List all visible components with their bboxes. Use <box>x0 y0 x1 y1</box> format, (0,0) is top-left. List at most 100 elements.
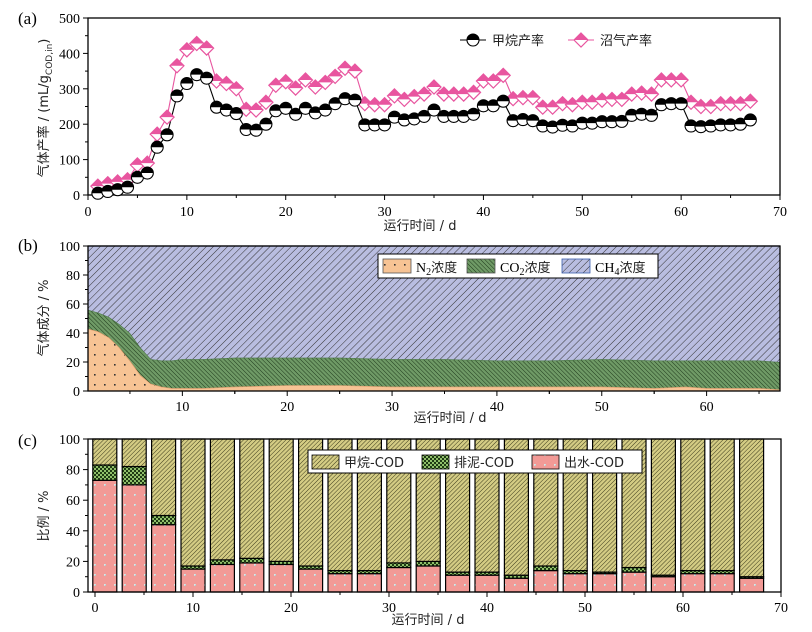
stacked-bar <box>738 438 765 593</box>
methane-marker-fill <box>309 106 322 113</box>
y-tick-label: 20 <box>66 356 80 371</box>
stacked-bar <box>209 438 235 593</box>
methane-marker-fill <box>368 118 381 125</box>
biogas-point <box>534 99 551 116</box>
methane-point <box>120 180 135 194</box>
panel-b-y-axis-title: 气体成分 / % <box>36 280 52 357</box>
legend-swatch-area-ch4 <box>561 258 591 274</box>
biogas-marker-fill <box>140 156 155 164</box>
legend-label: 沼气产率 <box>600 33 652 49</box>
methane-marker-fill <box>536 119 549 126</box>
panel-a-y-ticks: 0 100 200 300 400 500 <box>59 12 88 204</box>
methane-point <box>101 184 115 199</box>
methane-point <box>724 118 738 132</box>
methane-marker-fill <box>339 92 352 99</box>
bar-sludge-cod <box>121 465 147 486</box>
biogas-marker-fill <box>377 97 392 105</box>
methane-marker-fill <box>734 118 747 125</box>
legend-swatch-bar-methane-cod <box>311 454 340 470</box>
biogas-marker-fill <box>545 100 560 108</box>
methane-marker-fill <box>329 97 342 104</box>
methane-marker-fill <box>170 89 183 96</box>
methane-point <box>407 112 421 126</box>
bar-effluent-cod <box>621 571 647 593</box>
x-tick-label: 30 <box>385 400 399 415</box>
bar-effluent-cod <box>445 574 471 593</box>
biogas-marker-fill <box>476 74 491 82</box>
methane-marker-fill <box>240 123 253 130</box>
methane-marker-fill <box>408 112 421 119</box>
biogas-marker-fill <box>160 110 175 118</box>
methane-marker-fill <box>635 108 648 115</box>
y-tick-label: 80 <box>66 464 80 479</box>
methane-point <box>200 71 214 85</box>
biogas-marker-fill <box>614 92 629 100</box>
methane-point <box>180 76 194 91</box>
bar-effluent-cod <box>92 479 118 593</box>
bar-effluent-cod <box>151 524 177 593</box>
bar-methane-cod <box>239 438 265 559</box>
methane-point <box>595 115 609 129</box>
panel-c-legend: 甲烷-COD 排泥-COD 出水-COD <box>307 449 643 474</box>
biogas-marker-fill <box>278 74 293 82</box>
bar-effluent-cod <box>239 562 265 593</box>
methane-marker-fill <box>576 117 589 124</box>
biogas-marker-fill <box>436 87 451 95</box>
panel-a-label: (a) <box>18 9 37 28</box>
x-tick-label: 60 <box>676 601 690 616</box>
bar-methane-cod <box>209 438 235 561</box>
y-tick-label: 20 <box>66 555 80 570</box>
bar-effluent-cod <box>562 573 588 593</box>
methane-marker-fill <box>477 99 490 106</box>
methane-marker-fill <box>428 104 440 111</box>
y-tick-label: 80 <box>66 269 80 284</box>
biogas-point <box>287 80 304 96</box>
methane-marker-fill <box>418 110 431 117</box>
bar-effluent-cod <box>709 573 735 593</box>
panel-a-methane-biogas-yield: (a) 0 100 200 300 400 500 0 10 20 30 40 50 60 70 运行时… <box>18 9 787 234</box>
y-tick-label: 200 <box>59 118 80 133</box>
bar-effluent-cod <box>591 573 618 593</box>
biogas-marker-fill <box>555 96 570 104</box>
biogas-marker-fill <box>634 86 649 94</box>
methane-point <box>358 118 372 132</box>
methane-marker-fill <box>507 114 520 121</box>
biogas-marker-fill <box>486 74 501 82</box>
x-tick-label: 40 <box>476 205 490 220</box>
biogas-marker-fill <box>318 75 333 83</box>
area-co2 <box>88 309 780 390</box>
y-tick-label: 0 <box>73 189 80 204</box>
methane-marker-fill <box>526 114 539 121</box>
methane-marker-fill <box>141 167 154 174</box>
methane-marker-fill <box>101 185 114 192</box>
x-tick-label: 30 <box>382 601 396 616</box>
legend-label: 甲烷产率 <box>492 33 544 49</box>
methane-point <box>585 116 599 130</box>
methane-point <box>130 170 144 184</box>
bar-sludge-cod <box>533 565 559 572</box>
legend-swatch-bar-effluent-cod <box>531 454 560 470</box>
methane-marker-fill <box>161 128 174 135</box>
biogas-marker-fill <box>496 68 511 76</box>
methane-marker-fill <box>151 141 164 148</box>
biogas-marker-fill <box>150 127 165 135</box>
bar-effluent-cod <box>680 573 706 593</box>
biogas-marker-fill <box>367 97 382 105</box>
panel-a-legend: 甲烷产率 沼气产率 <box>460 32 652 49</box>
bar-effluent-cod <box>268 563 294 593</box>
bar-sludge-cod <box>151 514 177 526</box>
biogas-point <box>317 74 334 91</box>
methane-marker-fill <box>675 97 688 104</box>
methane-marker-fill <box>131 171 144 178</box>
methane-marker-fill <box>230 107 243 114</box>
bar-methane-cod <box>151 438 177 517</box>
panel-a-series <box>90 35 759 200</box>
methane-marker-fill <box>556 119 569 126</box>
x-tick-label: 10 <box>186 601 200 616</box>
methane-marker-fill <box>378 118 391 125</box>
x-tick-label: 20 <box>279 205 293 220</box>
x-tick-label: 60 <box>674 205 688 220</box>
methane-marker-fill <box>714 118 727 125</box>
bar-effluent-cod <box>474 574 500 593</box>
